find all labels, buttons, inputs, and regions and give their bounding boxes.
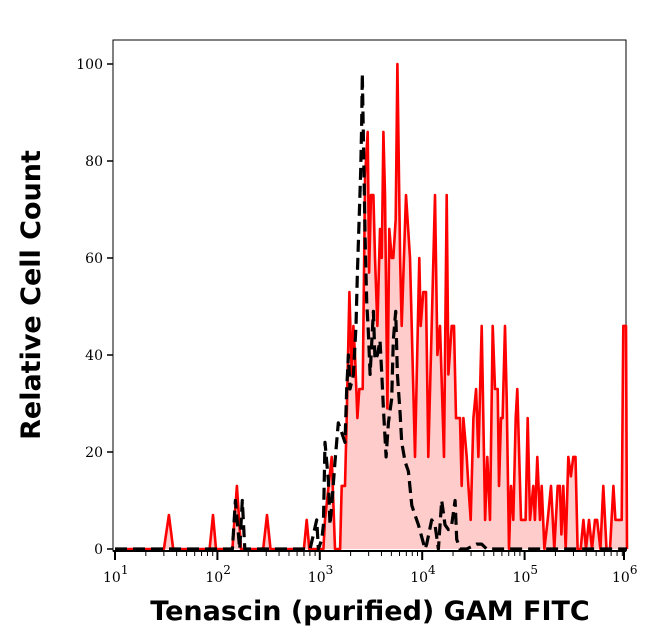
x-axis-title: Tenascin (purified) GAM FITC <box>150 596 589 627</box>
y-tick-label: 60 <box>85 251 103 267</box>
x-tick-base: 10 <box>513 570 531 586</box>
x-tick-label: 105 <box>513 563 538 586</box>
series-layer <box>115 62 629 551</box>
x-tick-base: 10 <box>205 570 223 586</box>
y-tick-label: 20 <box>85 445 103 461</box>
series-0-line <box>115 62 629 551</box>
x-tick-exponent: 5 <box>530 563 538 577</box>
x-tick-label: 102 <box>205 563 230 586</box>
x-tick-base: 10 <box>410 570 428 586</box>
y-tick-label: 40 <box>85 348 103 364</box>
x-tick-exponent: 4 <box>428 563 436 577</box>
x-tick-exponent: 6 <box>630 563 638 577</box>
x-tick-base: 10 <box>308 570 326 586</box>
series-1-line <box>115 72 627 551</box>
x-tick-base: 10 <box>612 570 630 586</box>
y-tick-label: 0 <box>94 542 103 558</box>
x-tick-exponent: 1 <box>121 563 129 577</box>
y-tick-label: 100 <box>76 57 103 73</box>
x-tick-label: 104 <box>410 563 436 586</box>
x-tick-label: 101 <box>103 563 128 586</box>
x-tick-exponent: 2 <box>223 563 231 577</box>
series-0-area <box>115 64 627 549</box>
x-tick-exponent: 3 <box>326 563 334 577</box>
x-tick-label: 103 <box>308 563 333 586</box>
x-tick-label: 106 <box>612 563 637 586</box>
y-axis-title: Relative Cell Count <box>16 150 47 440</box>
y-tick-label: 80 <box>85 154 103 170</box>
x-tick-base: 10 <box>103 570 121 586</box>
